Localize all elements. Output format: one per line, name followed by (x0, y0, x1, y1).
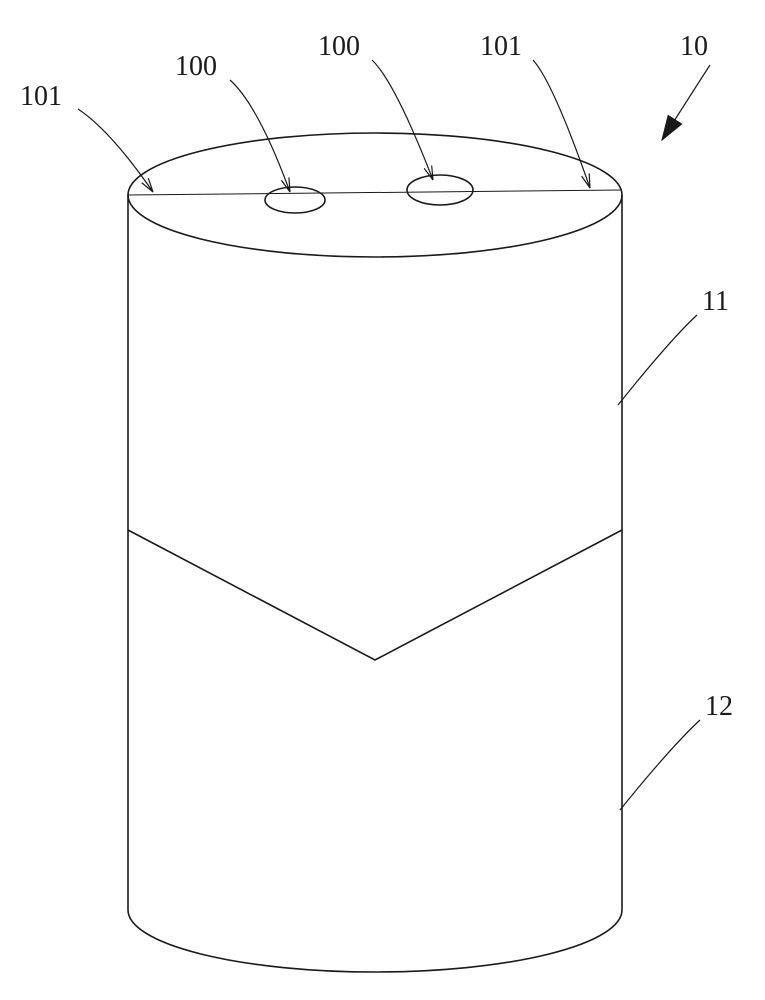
ref-101-left-leader (78, 109, 153, 192)
ref-12-leader (620, 720, 700, 810)
ref-11-text: 11 (702, 286, 729, 317)
ref-100-left: 100 (175, 51, 290, 192)
chevron-split (128, 530, 622, 660)
ref-10-arrow (662, 115, 682, 140)
cylinder-bottom-arc (128, 910, 622, 972)
ref-11: 11 (618, 286, 729, 405)
ref-12: 12 (620, 691, 733, 810)
top-hole-left (265, 187, 325, 213)
ref-100-right-leader (372, 60, 433, 180)
ref-101-left: 101 (20, 81, 153, 192)
top-diameter-line (128, 190, 622, 195)
ref-100-left-leader (230, 80, 290, 192)
ref-101-right: 101 (480, 31, 590, 188)
ref-101-left-arrow (142, 178, 153, 192)
ref-100-right-text: 100 (318, 31, 360, 62)
ref-12-text: 12 (705, 691, 733, 722)
ref-101-left-text: 101 (20, 81, 62, 112)
ref-100-left-text: 100 (175, 51, 217, 82)
ref-11-leader (618, 315, 697, 405)
cylinder-top-ellipse (128, 133, 622, 257)
ref-101-right-leader (533, 60, 590, 188)
ref-10-text: 10 (680, 31, 708, 62)
top-hole-right (407, 175, 473, 205)
ref-101-right-text: 101 (480, 31, 522, 62)
ref-10: 10 (662, 31, 710, 140)
ref-100-right: 100 (318, 31, 433, 180)
